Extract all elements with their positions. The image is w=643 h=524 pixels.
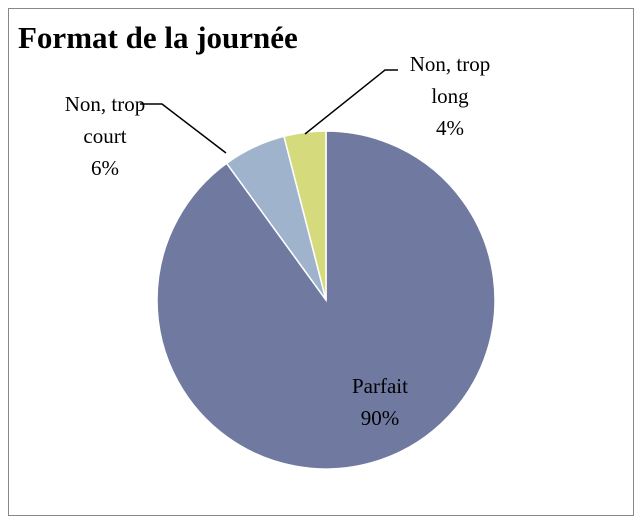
slice-label: Non, trop long bbox=[409, 52, 491, 108]
slice-value-label: 90% bbox=[360, 406, 400, 430]
slice-label: Parfait bbox=[352, 374, 408, 398]
leader-line bbox=[304, 69, 398, 135]
slice-value-label: 4% bbox=[436, 116, 464, 140]
leader-line bbox=[140, 103, 227, 154]
pie-slice bbox=[156, 130, 496, 470]
slice-value-label: 6% bbox=[91, 156, 119, 180]
chart-title: Format de la journée bbox=[18, 20, 298, 55]
slice-label: Non, trop court bbox=[64, 92, 146, 148]
pie-slice bbox=[283, 130, 327, 301]
